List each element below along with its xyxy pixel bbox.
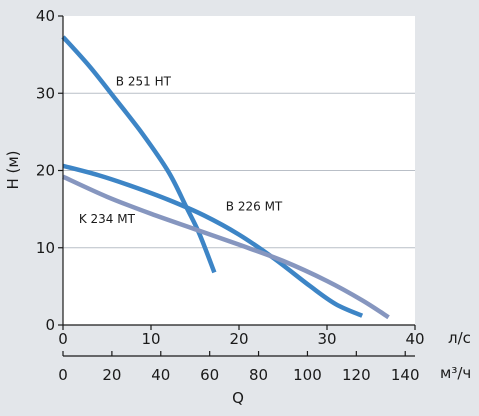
x2-tick-label-5: 100 (293, 366, 322, 384)
tick-layer: 0 10 20 30 40 0 10 20 30 40 0 20 40 60 80 100 120 140 (36, 7, 425, 384)
series-line-1 (62, 163, 364, 318)
series-layer (61, 35, 390, 320)
series-label-0: B 251 HT (116, 75, 172, 89)
series-label-2: K 234 MT (79, 212, 136, 226)
series-line-2 (62, 174, 390, 320)
y-tick-label-0: 0 (45, 316, 55, 334)
x-tick-label-4: 40 (405, 330, 424, 348)
x2-tick-label-1: 20 (102, 366, 121, 384)
y-tick-label-3: 30 (36, 84, 55, 102)
y-tick-label-4: 40 (36, 7, 55, 25)
y-tick-label-2: 20 (36, 162, 55, 180)
x-axis-unit-bottom: м³/ч (440, 364, 471, 382)
x-axis-label: Q (232, 389, 244, 407)
series-labels: B 251 HT B 226 MT K 234 MT (79, 75, 283, 227)
x2-tick-label-3: 60 (200, 366, 219, 384)
x-axis-unit-top: л/с (448, 329, 471, 347)
y-axis-label: H (м) (4, 150, 22, 189)
x2-tick-label-2: 40 (151, 366, 170, 384)
y-tick-label-1: 10 (36, 239, 55, 257)
x-tick-label-2: 20 (229, 330, 248, 348)
x2-tick-label-4: 80 (249, 366, 268, 384)
x-tick-label-1: 10 (141, 330, 160, 348)
x2-tick-label-6: 120 (342, 366, 371, 384)
x-tick-label-0: 0 (58, 330, 68, 348)
x2-tick-label-0: 0 (58, 366, 68, 384)
x2-tick-label-7: 140 (391, 366, 420, 384)
series-label-1: B 226 MT (226, 200, 283, 214)
x-tick-label-3: 30 (317, 330, 336, 348)
gridlines (63, 92, 415, 249)
